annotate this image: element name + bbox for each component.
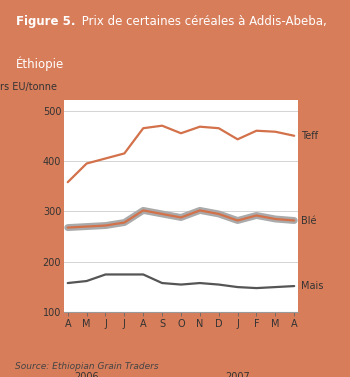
Text: Blé: Blé xyxy=(301,216,317,225)
Text: Teff: Teff xyxy=(301,131,319,141)
Text: Prix de certaines céréales à Addis-Abeba,: Prix de certaines céréales à Addis-Abeba… xyxy=(78,15,327,28)
Text: 2006: 2006 xyxy=(74,372,99,377)
Text: Mais: Mais xyxy=(301,281,324,291)
Text: Dollars EU/tonne: Dollars EU/tonne xyxy=(0,82,57,92)
Text: Figure 5.: Figure 5. xyxy=(16,15,75,28)
Text: Éthiopie: Éthiopie xyxy=(16,57,64,71)
Text: Source: Ethiopian Grain Traders: Source: Ethiopian Grain Traders xyxy=(15,362,158,371)
Text: 2007: 2007 xyxy=(225,372,250,377)
